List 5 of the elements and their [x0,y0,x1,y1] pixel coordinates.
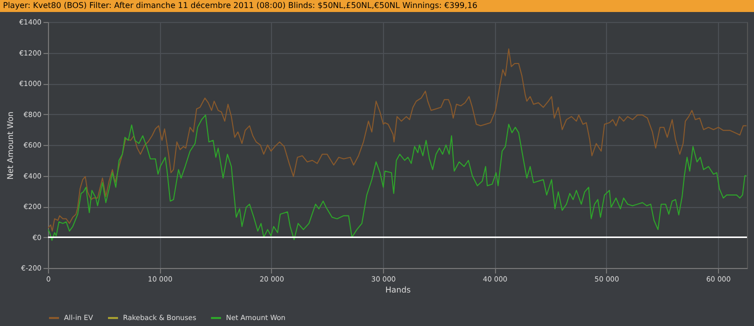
line-series [48,48,747,232]
y-axis-title: Net Amount Won [6,112,16,180]
line-series [48,114,747,241]
chart-title: Player: Kvet80 (BOS) Filter: After dimanche 11 décembre 2011 (08:00) Blinds: $50NL,£50NL,€50NL Winnings: €399,16 [0,0,754,12]
x-axis-title: Hands [385,286,411,294]
